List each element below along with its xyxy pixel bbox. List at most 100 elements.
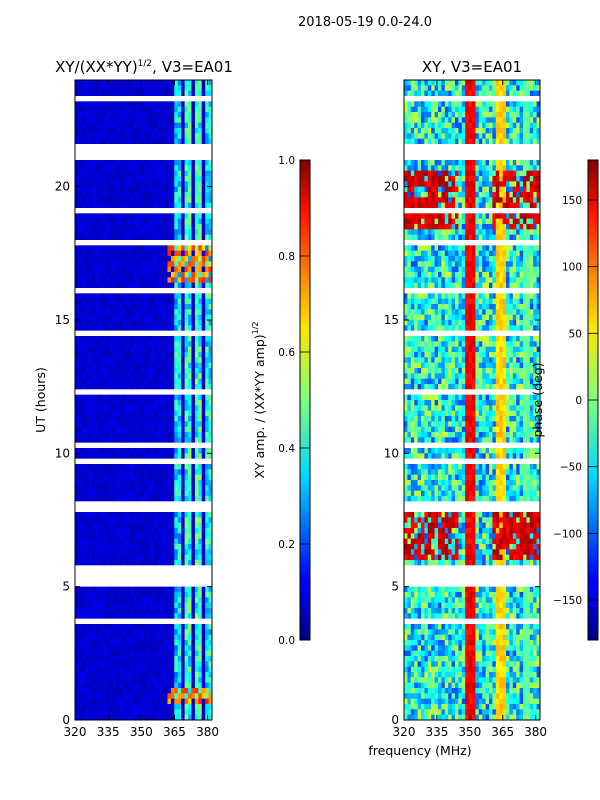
heatmap-cell: [88, 688, 93, 694]
heatmap-cell: [170, 666, 175, 673]
heatmap-cell: [92, 256, 96, 262]
heatmap-cell: [136, 410, 141, 417]
heatmap-cell: [95, 549, 100, 556]
heatmap-cell: [140, 144, 144, 150]
heatmap-cell: [85, 448, 90, 454]
heatmap-cell: [88, 400, 93, 406]
heatmap-cell: [205, 416, 209, 422]
heatmap-cell: [160, 165, 165, 172]
heatmap-cell: [109, 496, 114, 502]
heatmap-cell: [119, 432, 124, 438]
heatmap-cell: [126, 352, 131, 358]
heatmap-cell: [112, 474, 117, 481]
heatmap-cell: [102, 570, 107, 577]
heatmap-cell: [157, 208, 162, 214]
heatmap-cell: [102, 202, 107, 209]
heatmap-cell: [198, 346, 203, 353]
heatmap-cell: [143, 298, 148, 305]
heatmap-cell: [129, 517, 134, 524]
heatmap-cell: [184, 490, 189, 497]
heatmap-cell: [85, 154, 90, 161]
heatmap-cell: [92, 581, 96, 588]
heatmap-cell: [88, 106, 93, 113]
heatmap-cell: [174, 666, 179, 673]
heatmap-cell: [112, 213, 117, 220]
heatmap-cell: [160, 282, 165, 289]
heatmap-cell: [208, 437, 213, 444]
heatmap-cell: [85, 160, 90, 166]
heatmap-cell: [170, 650, 175, 657]
heatmap-cell: [109, 442, 114, 449]
heatmap-cell: [157, 400, 162, 406]
heatmap-cell: [167, 608, 172, 614]
heatmap-cell: [85, 400, 90, 406]
heatmap-cell: [98, 554, 103, 561]
heatmap-cell: [201, 165, 206, 172]
heatmap-cell: [136, 490, 141, 497]
heatmap-cell: [188, 442, 192, 449]
heatmap-cell: [188, 384, 192, 390]
heatmap-cell: [92, 597, 96, 604]
heatmap-cell: [136, 213, 141, 220]
heatmap-cell: [81, 661, 86, 668]
heatmap-cell: [92, 538, 96, 545]
heatmap-cell: [188, 106, 192, 113]
heatmap-cell: [188, 416, 192, 422]
heatmap-cell: [126, 282, 131, 289]
heatmap-cell: [140, 218, 144, 225]
heatmap-cell: [516, 85, 520, 92]
heatmap-cell: [191, 266, 196, 273]
heatmap-cell: [122, 202, 127, 209]
heatmap-cell: [533, 80, 537, 86]
heatmap-cell: [136, 240, 141, 246]
heatmap-cell: [109, 501, 114, 508]
heatmap-cell: [102, 234, 107, 241]
heatmap-cell: [140, 592, 144, 598]
heatmap-cell: [191, 453, 196, 460]
heatmap-cell: [181, 272, 185, 278]
heatmap-cell: [188, 512, 192, 518]
heatmap-cell: [105, 250, 110, 257]
heatmap-cell: [129, 368, 134, 374]
heatmap-cell: [95, 645, 100, 652]
heatmap-cell: [188, 229, 192, 236]
heatmap-cell: [191, 672, 196, 678]
heatmap-cell: [157, 170, 162, 177]
heatmap-cell: [140, 501, 144, 508]
heatmap-cell: [170, 293, 175, 300]
heatmap-cell: [75, 453, 79, 460]
heatmap-cell: [129, 496, 134, 502]
heatmap-cell: [102, 448, 107, 454]
heatmap-cell: [167, 613, 172, 620]
heatmap-cell: [150, 288, 155, 294]
heatmap-cell: [88, 117, 93, 124]
heatmap-cell: [201, 298, 206, 305]
heatmap-cell: [198, 448, 203, 454]
heatmap-cell: [181, 576, 185, 582]
heatmap-cell: [208, 480, 213, 486]
heatmap-cell: [140, 181, 144, 188]
heatmap-cell: [188, 85, 192, 92]
heatmap-cell: [181, 677, 185, 684]
heatmap-cell: [81, 245, 86, 252]
heatmap-cell: [105, 634, 110, 641]
heatmap-cell: [92, 176, 96, 182]
heatmap-cell: [116, 640, 120, 646]
heatmap-cell: [88, 517, 93, 524]
heatmap-cell: [198, 144, 203, 150]
heatmap-cell: [88, 368, 93, 374]
heatmap-cell: [98, 586, 103, 593]
heatmap-cell: [112, 496, 117, 502]
heatmap-cell: [157, 458, 162, 465]
heatmap-cell: [136, 688, 141, 694]
heatmap-cell: [181, 464, 185, 470]
heatmap-cell: [129, 101, 134, 108]
heatmap-cell: [119, 570, 124, 577]
heatmap-cell: [143, 218, 148, 225]
heatmap-cell: [177, 245, 182, 252]
heatmap-cell: [129, 224, 134, 230]
heatmap-cell: [109, 256, 114, 262]
heatmap-cell: [136, 554, 141, 561]
heatmap-cell: [95, 101, 100, 108]
heatmap-cell: [177, 149, 182, 156]
